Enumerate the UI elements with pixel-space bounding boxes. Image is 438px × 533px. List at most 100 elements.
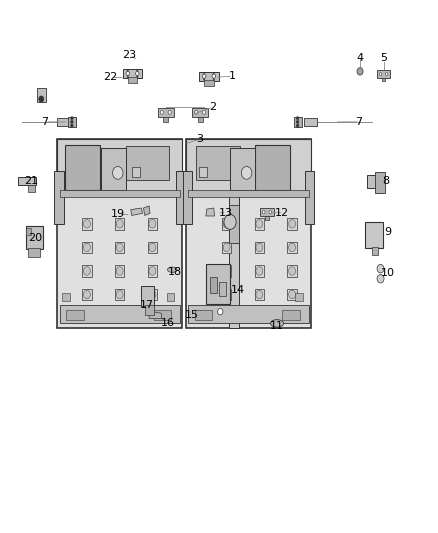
Bar	[126, 147, 170, 181]
Bar	[210, 277, 217, 293]
Bar	[196, 147, 240, 181]
Text: 17: 17	[140, 300, 154, 310]
Circle shape	[204, 79, 205, 80]
Bar	[192, 108, 208, 117]
Text: 20: 20	[28, 233, 42, 244]
Circle shape	[262, 211, 265, 214]
Bar	[304, 171, 314, 224]
Circle shape	[71, 124, 73, 127]
Text: 23: 23	[123, 50, 137, 60]
Bar	[28, 184, 35, 192]
Circle shape	[127, 76, 128, 78]
Text: 11: 11	[270, 321, 284, 331]
Circle shape	[224, 214, 236, 229]
Circle shape	[126, 71, 130, 76]
Bar	[198, 117, 203, 122]
Bar	[261, 208, 274, 216]
Circle shape	[223, 220, 230, 228]
Bar	[158, 108, 173, 117]
Circle shape	[379, 72, 382, 76]
Bar	[54, 171, 64, 224]
Circle shape	[203, 110, 206, 114]
Ellipse shape	[271, 320, 284, 327]
Circle shape	[256, 290, 263, 299]
Bar	[283, 310, 300, 320]
Bar	[62, 293, 70, 301]
Circle shape	[116, 266, 123, 275]
Circle shape	[289, 266, 296, 275]
Circle shape	[116, 290, 123, 299]
Text: 7: 7	[355, 117, 362, 127]
Bar	[68, 117, 76, 127]
Circle shape	[116, 220, 123, 228]
Bar	[166, 293, 174, 301]
Bar	[219, 282, 226, 296]
Text: 9: 9	[385, 227, 392, 237]
Bar	[65, 144, 100, 190]
Circle shape	[168, 110, 171, 114]
Circle shape	[296, 120, 299, 124]
Circle shape	[377, 274, 384, 283]
Bar	[195, 310, 212, 320]
Circle shape	[296, 124, 299, 127]
Circle shape	[241, 166, 252, 179]
Bar	[57, 139, 182, 196]
Polygon shape	[149, 311, 161, 319]
Text: 3: 3	[196, 134, 203, 144]
Text: 10: 10	[381, 268, 395, 278]
Circle shape	[296, 117, 299, 120]
Bar	[60, 304, 180, 324]
Circle shape	[256, 243, 263, 252]
Bar	[199, 71, 219, 81]
Circle shape	[357, 68, 363, 75]
Circle shape	[113, 166, 123, 179]
Circle shape	[127, 69, 128, 71]
Text: 8: 8	[382, 176, 389, 187]
Bar	[183, 171, 192, 224]
Bar	[66, 310, 84, 320]
Circle shape	[223, 243, 230, 252]
Text: 5: 5	[380, 53, 387, 62]
Text: 14: 14	[231, 286, 245, 295]
Bar	[372, 247, 378, 255]
Bar	[230, 148, 254, 190]
Circle shape	[218, 309, 223, 315]
Bar	[37, 88, 46, 102]
Bar	[60, 190, 180, 197]
Bar	[229, 205, 240, 243]
Circle shape	[39, 96, 44, 102]
Circle shape	[204, 72, 205, 74]
Circle shape	[71, 117, 73, 120]
Bar	[28, 248, 40, 257]
Bar	[26, 228, 31, 235]
Bar	[294, 117, 302, 127]
Circle shape	[269, 211, 272, 214]
Bar	[375, 172, 385, 193]
Circle shape	[289, 290, 296, 299]
Bar	[206, 264, 230, 304]
Text: 4: 4	[357, 53, 364, 62]
Bar	[365, 222, 383, 248]
Bar	[188, 304, 308, 324]
Circle shape	[160, 110, 163, 114]
Circle shape	[71, 120, 73, 124]
Text: 21: 21	[24, 176, 38, 187]
Circle shape	[213, 72, 215, 74]
Circle shape	[149, 243, 156, 252]
Bar	[101, 148, 126, 190]
Circle shape	[83, 220, 90, 228]
Circle shape	[212, 74, 215, 78]
Circle shape	[223, 290, 230, 299]
Bar	[367, 174, 380, 188]
Circle shape	[377, 264, 384, 273]
Bar	[186, 139, 311, 328]
Circle shape	[256, 220, 263, 228]
Bar	[199, 167, 207, 176]
Circle shape	[385, 72, 388, 76]
Ellipse shape	[167, 267, 177, 272]
Text: 15: 15	[185, 310, 199, 320]
Circle shape	[289, 220, 296, 228]
Bar	[141, 286, 153, 306]
Bar	[304, 118, 317, 126]
Circle shape	[83, 266, 90, 275]
